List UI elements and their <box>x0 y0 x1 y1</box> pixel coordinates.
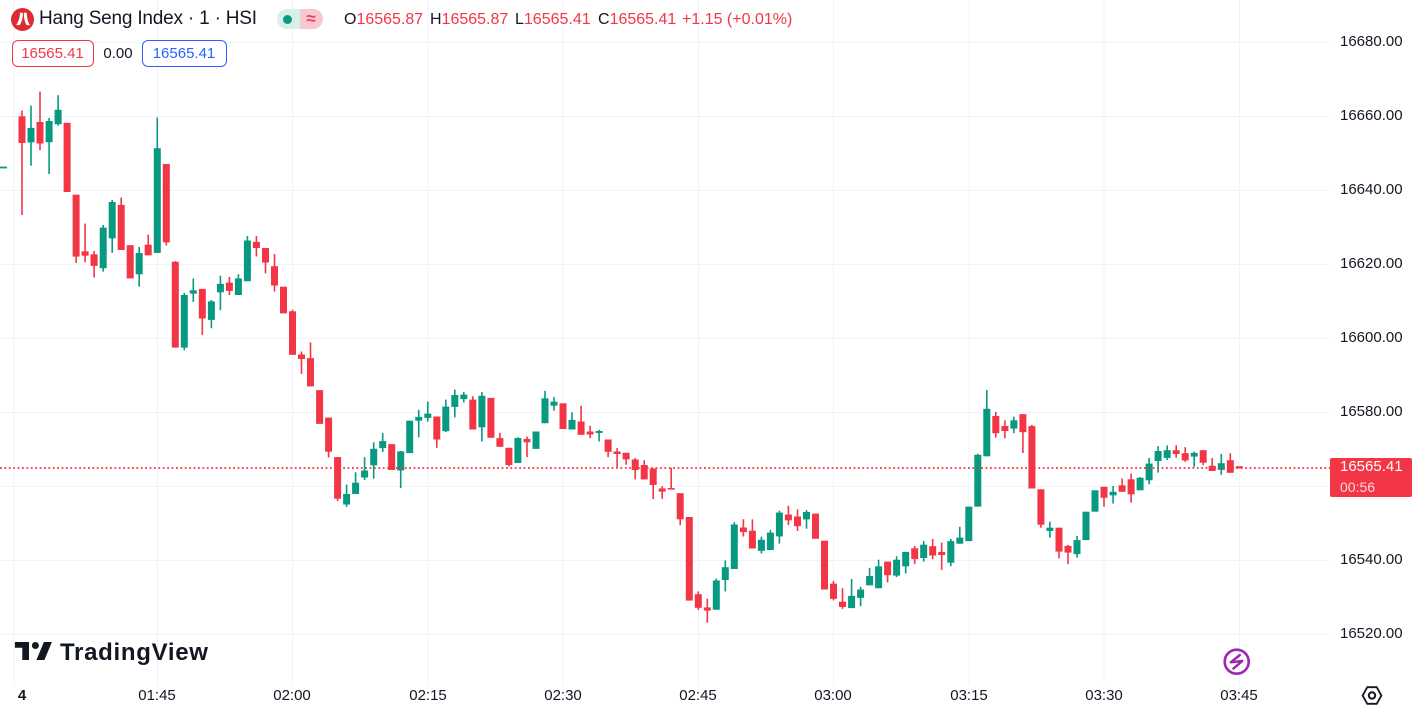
svg-text:TradingView: TradingView <box>60 639 209 666</box>
